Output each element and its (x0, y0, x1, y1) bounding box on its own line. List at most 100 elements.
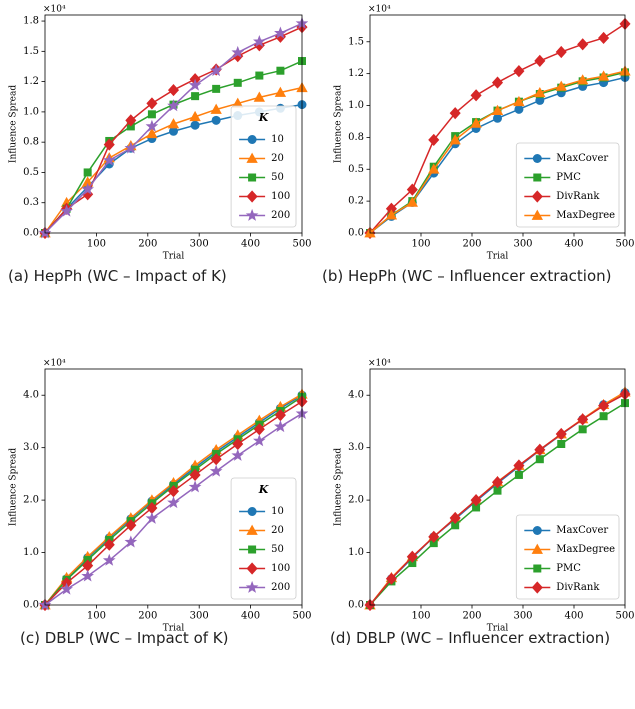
marker (209, 464, 223, 477)
x-tick-label: 500 (615, 239, 634, 250)
marker (245, 580, 259, 593)
x-tick-label: 200 (462, 239, 481, 250)
marker (577, 38, 589, 51)
marker (534, 54, 546, 67)
marker (514, 470, 523, 479)
x-tick-label: 100 (411, 611, 430, 622)
y-tick-label: 1.0 (23, 106, 39, 117)
marker (385, 572, 397, 585)
plot-area (364, 17, 631, 239)
marker (102, 153, 116, 166)
x-tick-label: 200 (462, 611, 481, 622)
marker (493, 113, 502, 123)
y-tick-label: 1.5 (348, 36, 364, 47)
marker (491, 76, 504, 89)
y-tick-label: 0.0 (23, 228, 39, 239)
marker (210, 103, 222, 114)
legend-box (515, 142, 620, 228)
marker (247, 507, 257, 516)
marker (577, 413, 589, 426)
marker (406, 196, 419, 207)
marker (211, 115, 221, 125)
marker (167, 118, 180, 129)
x-tick-label: 100 (411, 239, 430, 250)
marker (534, 443, 546, 456)
legend-title: K (258, 483, 269, 496)
marker (125, 519, 137, 532)
caption: (a) HepPh (WC – Impact of K) (8, 267, 227, 285)
marker (533, 564, 542, 573)
legend-label: PMC (556, 563, 581, 574)
marker (255, 71, 264, 80)
marker (231, 45, 245, 58)
plot-frame (369, 368, 626, 606)
legend-label: 20 (271, 525, 284, 536)
plot-frame (44, 14, 303, 234)
legend-label: 100 (271, 563, 290, 574)
marker (209, 64, 223, 77)
plot-frame (44, 368, 303, 606)
marker (491, 476, 504, 489)
legend-title: K (258, 111, 269, 124)
marker (385, 209, 398, 220)
marker (428, 163, 440, 174)
marker (146, 97, 158, 110)
marker (532, 526, 542, 535)
legend-label: 50 (271, 544, 284, 555)
marker (428, 530, 440, 543)
marker (248, 173, 257, 182)
marker (103, 138, 115, 151)
y-tick-label: 0.0 (23, 600, 39, 611)
y-tick-label: 1.5 (23, 46, 39, 57)
marker (212, 84, 221, 93)
legend-label: 100 (271, 191, 290, 202)
caption: (b) HepPh (WC – Influencer extraction) (322, 267, 612, 285)
marker (246, 152, 258, 163)
marker (274, 420, 287, 433)
marker (531, 209, 543, 220)
y-tick-label: 2.0 (348, 495, 364, 506)
axis-multiplier: ×10⁴ (43, 5, 66, 15)
marker (451, 521, 460, 530)
marker (169, 126, 178, 136)
x-tick-label: 300 (190, 611, 209, 622)
marker (555, 45, 567, 59)
marker (146, 127, 158, 139)
y-tick-label: 1.0 (348, 100, 364, 111)
marker (532, 154, 542, 163)
marker (102, 553, 116, 566)
y-tick-label: 4.0 (23, 390, 39, 401)
y-tick-label: 1.0 (23, 547, 39, 558)
marker (555, 427, 567, 441)
marker (491, 104, 504, 116)
y-tick-label: 1.8 (23, 16, 39, 27)
x-tick-label: 300 (513, 611, 532, 622)
marker (493, 486, 502, 495)
x-tick-label: 500 (292, 239, 311, 250)
marker (449, 107, 461, 120)
marker (245, 208, 259, 221)
legend-label: DivRank (556, 582, 600, 593)
x-tick-label: 100 (87, 239, 106, 250)
axis-multiplier: ×10⁴ (368, 359, 391, 369)
marker (191, 92, 200, 101)
legend-box (515, 514, 620, 600)
marker (576, 74, 589, 85)
legend-label: DivRank (556, 191, 600, 202)
y-tick-label: 1.2 (348, 68, 364, 79)
marker (470, 494, 482, 507)
y-tick-label: 0.8 (23, 137, 39, 148)
legend-label: 200 (271, 582, 290, 593)
marker (167, 99, 180, 112)
marker (147, 110, 156, 119)
marker (83, 168, 92, 177)
x-tick-label: 200 (138, 611, 157, 622)
y-axis-label: Influence Spread (334, 85, 344, 163)
marker (246, 562, 258, 575)
marker (513, 64, 525, 78)
caption: (d) DBLP (WC – Influencer extraction) (330, 629, 611, 647)
x-tick-label: 400 (241, 611, 260, 622)
x-tick-label: 300 (190, 239, 209, 250)
